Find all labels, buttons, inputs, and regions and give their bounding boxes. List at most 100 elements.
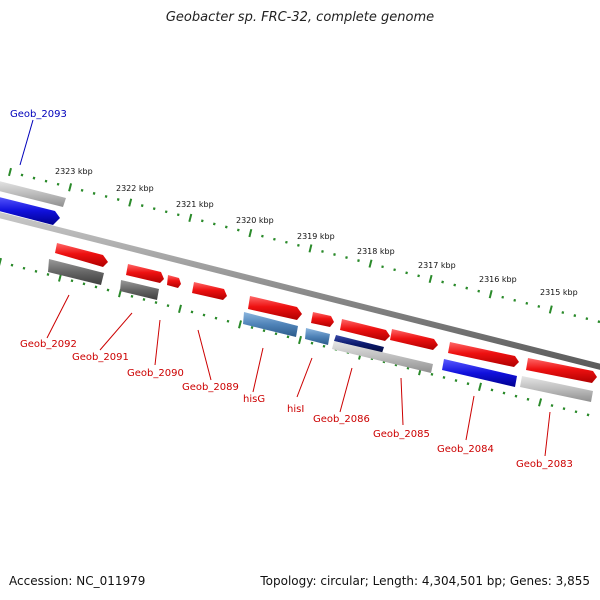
minor-tick — [164, 210, 168, 214]
minor-tick — [285, 240, 288, 244]
gene-geob-2091[interactable]: Geob_2091 — [72, 264, 164, 363]
gene-geob-2085[interactable]: Geob_2085 — [373, 329, 438, 440]
gene-geob-2089[interactable]: Geob_2089 — [182, 282, 239, 393]
gene-hisi[interactable]: hisI — [287, 312, 334, 415]
minor-tick — [513, 298, 517, 302]
minor-tick — [322, 344, 326, 348]
major-tick — [538, 398, 543, 407]
gene-geob-2083[interactable]: Geob_2083 — [516, 358, 597, 470]
minor-tick — [166, 304, 170, 308]
minor-tick — [104, 195, 108, 198]
minor-tick — [200, 219, 204, 223]
gene-label: Geob_2085 — [373, 429, 430, 440]
minor-tick — [550, 404, 554, 407]
minor-tick — [22, 266, 26, 270]
minor-tick — [92, 191, 96, 195]
scale-label: 2318 kbp — [357, 247, 395, 256]
scale-labels: 2323 kbp 2322 kbp 2321 kbp 2320 kbp 2319… — [55, 167, 578, 297]
accession-text: Accession: NC_011979 — [9, 574, 146, 588]
major-tick — [478, 382, 482, 391]
minor-tick — [310, 341, 314, 345]
minor-tick — [94, 285, 98, 289]
gene-label: Geob_2093 — [10, 109, 67, 120]
minor-tick — [574, 410, 578, 414]
minor-tick — [106, 288, 110, 292]
minor-tick — [357, 259, 360, 263]
major-tick — [298, 335, 302, 345]
minor-tick — [142, 298, 146, 301]
gene-geob-2093[interactable]: Geob_2093 — [0, 109, 67, 225]
gene-label: Geob_2086 — [313, 414, 370, 425]
genome-backbone — [0, 212, 600, 370]
scale-ticks — [0, 167, 600, 417]
minor-tick — [297, 243, 300, 247]
minor-tick — [154, 301, 158, 304]
minor-tick — [152, 207, 156, 211]
minor-tick — [226, 319, 230, 323]
minor-tick — [502, 391, 506, 395]
minor-tick — [465, 286, 469, 290]
major-tick — [248, 228, 253, 238]
minor-tick — [441, 280, 444, 284]
gene-hisg[interactable]: hisG — [243, 296, 302, 405]
major-tick — [368, 259, 373, 268]
minor-tick — [597, 320, 600, 324]
minor-tick — [490, 388, 494, 392]
major-tick — [8, 167, 12, 177]
gene-label: Geob_2091 — [72, 352, 129, 363]
scale-label: 2323 kbp — [55, 167, 93, 176]
gene-label: hisG — [243, 394, 265, 405]
minor-tick — [514, 394, 518, 398]
minor-tick — [453, 283, 457, 287]
gene-label: Geob_2089 — [182, 382, 239, 393]
minor-tick — [537, 305, 541, 308]
gene-geob-2084[interactable]: Geob_2084 — [437, 342, 519, 455]
minor-tick — [562, 407, 566, 411]
topology-summary: Topology: circular; Length: 4,304,501 bp… — [260, 574, 590, 588]
gene-geob-2086[interactable]: Geob_2086 — [313, 319, 433, 425]
minor-tick — [262, 329, 266, 333]
minor-tick — [250, 326, 254, 329]
minor-tick — [116, 198, 120, 201]
minor-tick — [202, 313, 206, 317]
minor-tick — [20, 173, 24, 177]
scale-label: 2317 kbp — [418, 261, 456, 270]
minor-tick — [80, 188, 84, 192]
minor-tick — [561, 311, 565, 314]
minor-tick — [526, 397, 530, 401]
scale-label: 2322 kbp — [116, 184, 154, 193]
minor-tick — [212, 222, 216, 226]
major-tick — [68, 183, 73, 192]
major-tick — [238, 320, 242, 329]
minor-tick — [130, 294, 134, 298]
minor-tick — [442, 376, 446, 379]
minor-tick — [286, 335, 290, 339]
minor-tick — [466, 382, 470, 386]
major-tick — [308, 244, 313, 253]
minor-tick — [224, 225, 228, 229]
minor-tick — [274, 332, 278, 336]
minor-tick — [46, 273, 50, 276]
minor-tick — [430, 372, 434, 376]
major-tick — [488, 290, 493, 299]
minor-tick — [585, 317, 589, 321]
minor-tick — [573, 314, 577, 318]
map-title: Geobacter sp. FRC-32, complete genome — [165, 10, 435, 25]
gene-geob-2092[interactable]: Geob_2092 — [20, 243, 108, 350]
minor-tick — [345, 256, 348, 259]
minor-tick — [405, 271, 408, 275]
minor-tick — [176, 213, 180, 217]
minor-tick — [381, 265, 384, 269]
major-tick — [188, 213, 193, 222]
gene-geob-2090[interactable]: Geob_2090 — [127, 275, 184, 379]
major-tick — [548, 305, 553, 314]
minor-tick — [586, 413, 590, 417]
minor-tick — [190, 310, 194, 314]
minor-tick — [82, 282, 86, 286]
major-tick — [0, 257, 2, 267]
major-tick — [128, 198, 133, 207]
scale-label: 2320 kbp — [236, 216, 274, 225]
minor-tick — [454, 379, 458, 382]
